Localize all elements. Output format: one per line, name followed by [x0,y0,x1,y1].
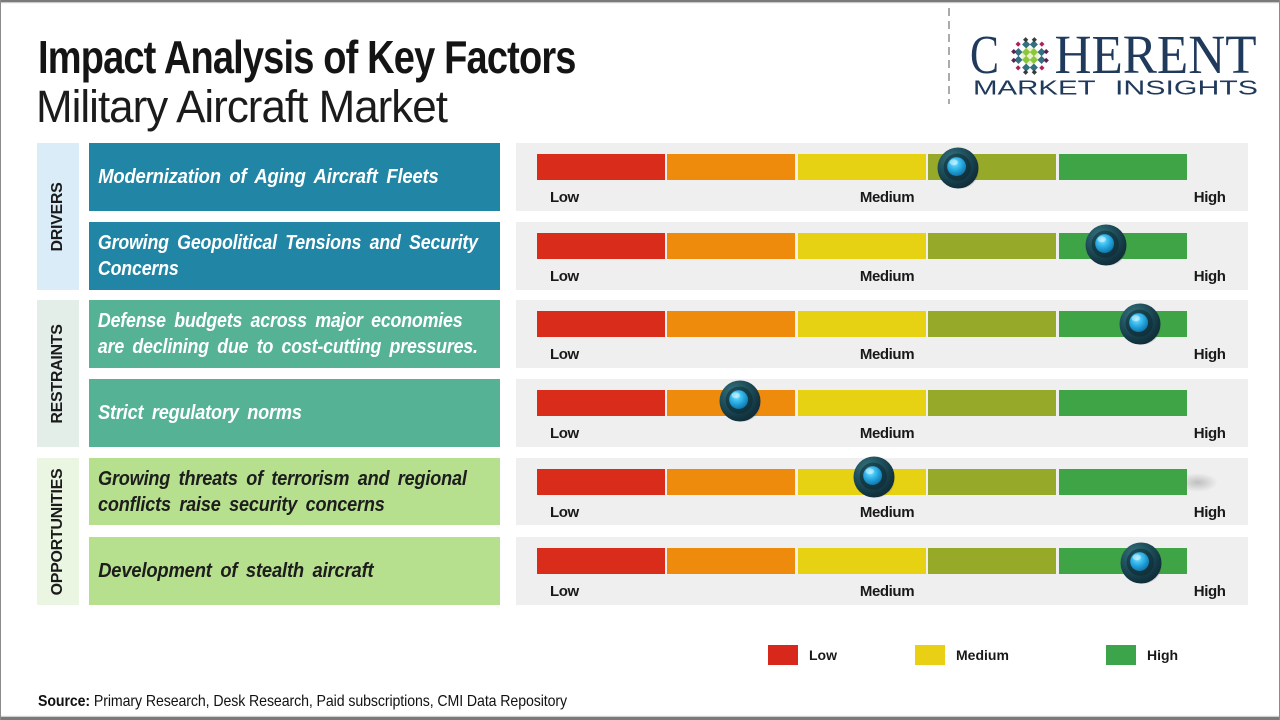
svg-text:HERENT: HERENT [1055,28,1257,85]
svg-text:INSIGHTS: INSIGHTS [1115,78,1258,100]
svg-text:MARKET: MARKET [973,78,1096,100]
svg-text:C: C [970,28,999,85]
